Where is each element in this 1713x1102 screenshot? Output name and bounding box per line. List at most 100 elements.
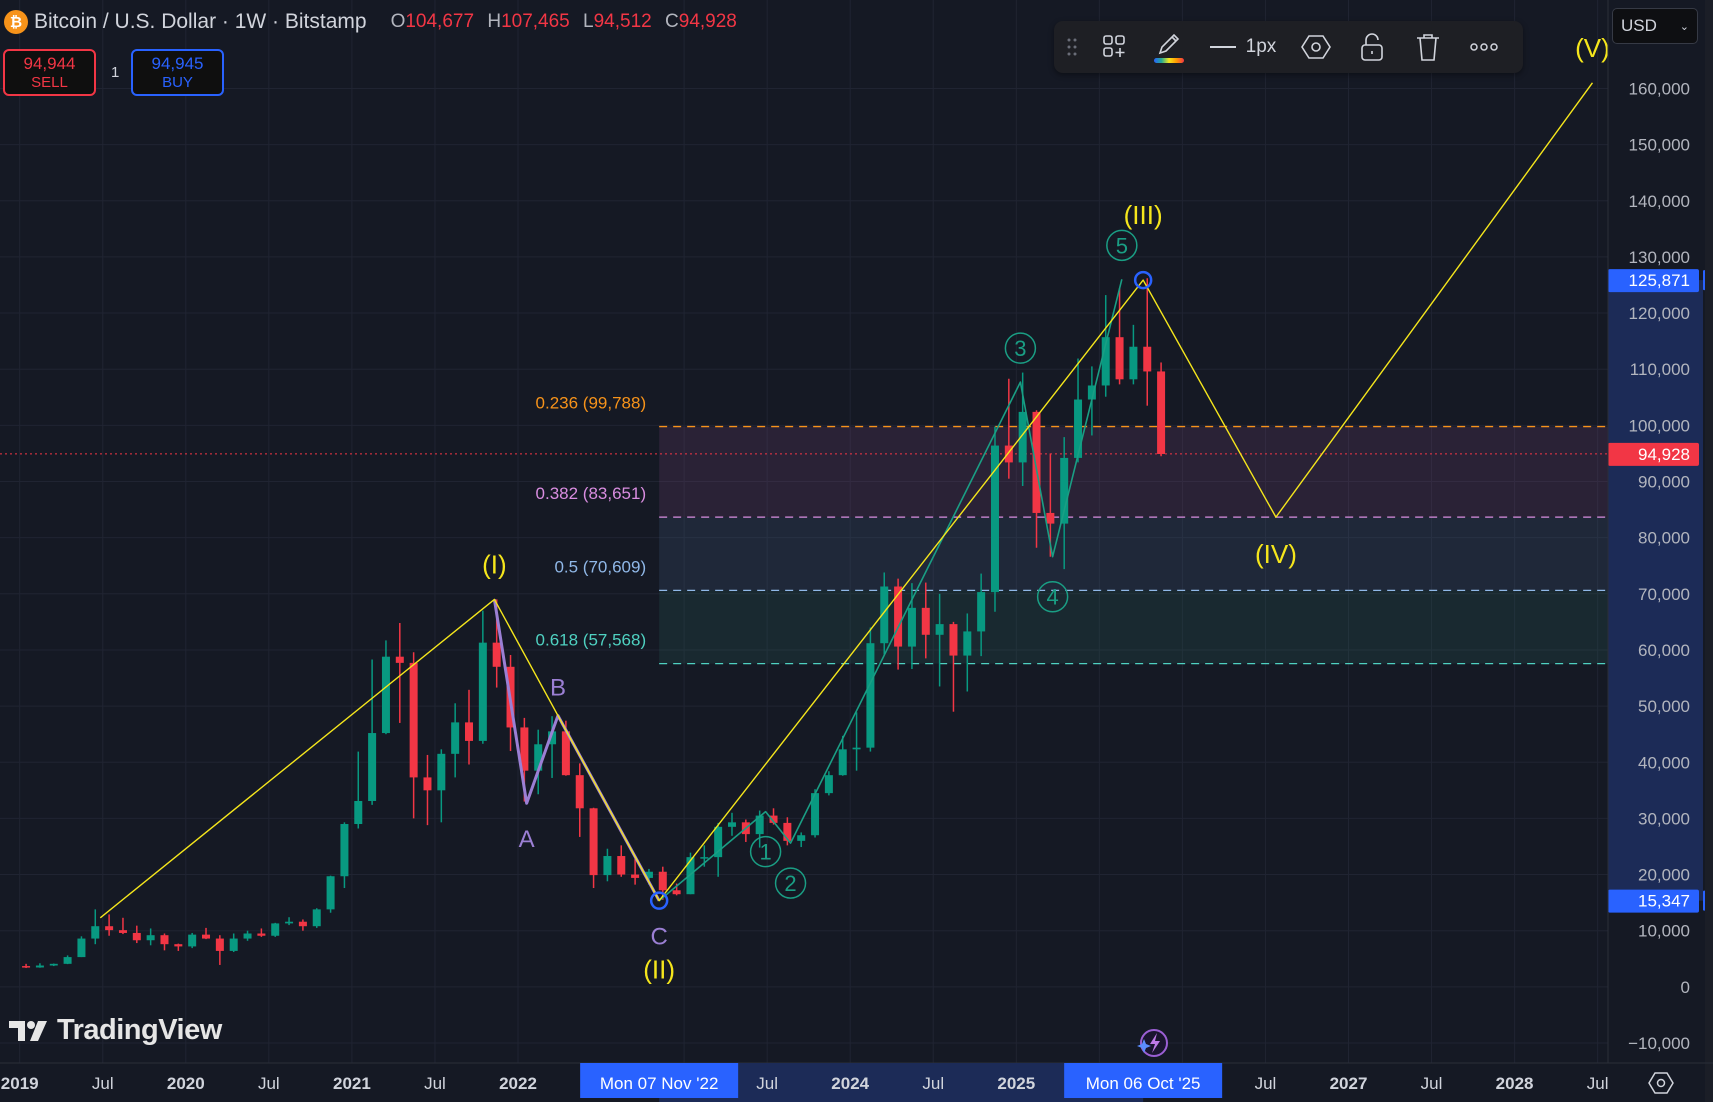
symbol-header[interactable]: ₿ Bitcoin / U.S. Dollar · 1W · Bitstamp … (4, 10, 737, 34)
candle-up (963, 613, 972, 692)
candle-body (381, 656, 390, 734)
candle-up (548, 716, 557, 778)
candle-body (257, 933, 266, 936)
time-range-selection (659, 1063, 1144, 1102)
minor-wave-label-circle (1036, 580, 1069, 613)
candle-down (105, 914, 114, 936)
candle-down (589, 807, 598, 889)
candle-down (617, 845, 626, 877)
symbol-title[interactable]: Bitcoin / U.S. Dollar · 1W · Bitstamp (34, 10, 367, 33)
time-axis-label: Jul (1421, 1074, 1443, 1093)
candle-body (880, 586, 889, 644)
fib-zone-fill (659, 426, 1608, 518)
candle-body (617, 856, 626, 875)
time-axis-label: 2025 (997, 1074, 1035, 1093)
unlock-icon[interactable] (1344, 21, 1400, 73)
candle-down (1004, 378, 1013, 479)
order-quantity[interactable]: 1 (111, 64, 120, 81)
drag-handle-icon[interactable] (1054, 21, 1090, 73)
price-axis-tick: 60,000 (1638, 641, 1690, 660)
time-axis-label: Jul (424, 1074, 446, 1093)
time-axis-label: 2020 (167, 1074, 205, 1093)
candle-up (77, 936, 86, 958)
candle-up (824, 771, 833, 796)
candle-body (492, 642, 501, 667)
settings-hexagon-icon[interactable] (1288, 21, 1344, 73)
sell-button[interactable]: 94,944 SELL (3, 49, 96, 96)
candle-up (63, 955, 72, 965)
candle-up (229, 933, 238, 953)
price-axis-tick: 110,000 (1630, 360, 1690, 379)
minor-wave-line[interactable] (658, 279, 1123, 902)
low-label: L (583, 11, 594, 32)
primary-wave-label: (III) (1124, 200, 1163, 230)
candle-body (437, 753, 446, 791)
candle-body (451, 722, 460, 754)
candle-down (132, 925, 141, 944)
candle-body (1101, 337, 1110, 386)
bitcoin-icon: ₿ (4, 10, 28, 34)
candle-up (990, 426, 999, 612)
primary-wave-label: (V) (1575, 33, 1610, 63)
add-template-icon[interactable] (1090, 21, 1140, 73)
candle-down (174, 943, 183, 951)
fib-zone-fill (659, 590, 1608, 664)
lightning-bolt (1150, 1033, 1160, 1053)
scrollbar[interactable] (1705, 0, 1713, 1102)
pencil-color-icon[interactable] (1140, 21, 1198, 73)
price-axis-tick: −10,000 (1628, 1034, 1690, 1053)
candle-body (520, 727, 529, 771)
price-axis-tick: 160,000 (1629, 79, 1690, 98)
candle-body (755, 815, 764, 835)
correction-wave-label: A (519, 826, 535, 853)
candle-body (534, 744, 543, 771)
candle-body (672, 890, 681, 895)
currency-select[interactable]: USD ⌄ (1612, 8, 1698, 44)
candle-down (1115, 288, 1124, 385)
time-axis-label: Jul (258, 1074, 280, 1093)
candle-up (977, 573, 986, 657)
candle-body (409, 662, 418, 778)
axis-settings-icon[interactable] (1648, 1072, 1674, 1094)
candle-up (714, 822, 723, 877)
more-icon[interactable] (1456, 21, 1512, 73)
correction-wave-label: C (650, 924, 667, 951)
candle-body (700, 857, 709, 859)
candle-down (395, 622, 404, 723)
candle-up (437, 749, 446, 823)
candle-body (631, 874, 640, 878)
close-value: 94,928 (678, 11, 737, 32)
buy-button[interactable]: 94,945 BUY (131, 49, 224, 96)
candle-down (160, 933, 169, 951)
candle-up (243, 930, 252, 941)
anchor-point-marker[interactable] (1133, 270, 1153, 290)
candle-down (202, 927, 211, 940)
lightning-event-icon[interactable] (1137, 1029, 1168, 1057)
candle-up (340, 822, 349, 889)
candle-up (1060, 437, 1069, 570)
line-width-button[interactable]: 1px (1198, 21, 1288, 73)
anchor-point-marker[interactable] (649, 891, 669, 910)
trash-icon[interactable] (1400, 21, 1456, 73)
candle-body (603, 856, 612, 876)
candle-down (1157, 362, 1166, 457)
candle-down (1032, 410, 1041, 548)
candle-down (949, 621, 958, 712)
price-axis-tick: 130,000 (1629, 248, 1690, 267)
candle-body (1087, 385, 1096, 400)
primary-wave-label: (I) (482, 549, 507, 579)
minor-wave-label: 2 (784, 871, 796, 896)
candle-body (215, 938, 224, 951)
candle-up (354, 751, 363, 829)
candle-body (1046, 512, 1055, 524)
ohlc-values: O104,677 H107,465 L94,512 C94,928 (383, 11, 737, 33)
fib-retracement[interactable]: 0.236 (99,788) 0.382 (83,651) 0.5 (70,609)… (0, 394, 1608, 665)
candle-body (1157, 371, 1166, 454)
tradingview-logo[interactable]: TradingView (9, 1014, 222, 1047)
candle-body (852, 747, 861, 750)
candle-body (340, 824, 349, 877)
primary-wave-line[interactable] (99, 82, 1594, 919)
